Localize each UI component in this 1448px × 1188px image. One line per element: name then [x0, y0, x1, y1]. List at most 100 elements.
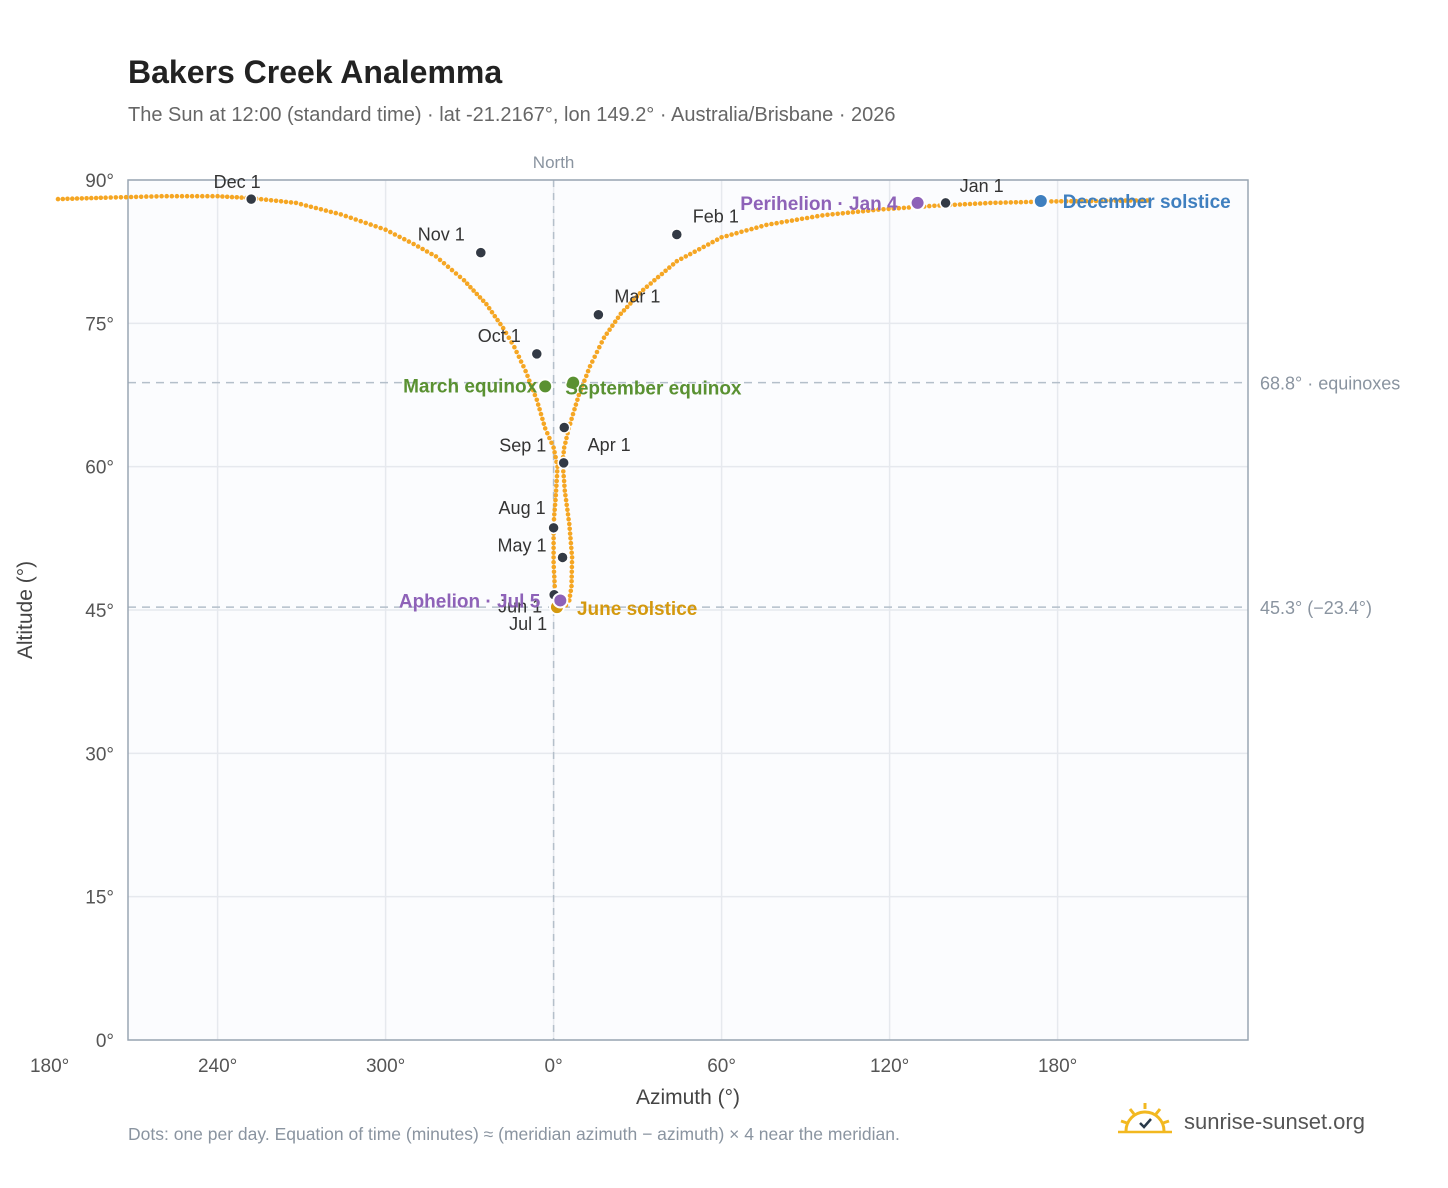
- day-dot: [578, 387, 583, 393]
- day-dot: [562, 488, 568, 493]
- y-tick-label: 15°: [85, 888, 114, 909]
- day-dot: [569, 416, 574, 422]
- day-dot: [564, 435, 569, 441]
- day-dot: [563, 493, 568, 498]
- day-dot: [569, 574, 574, 579]
- page-subtitle: The Sun at 12:00 (standard time) · lat -…: [128, 104, 896, 126]
- day-dot: [89, 195, 94, 201]
- day-dot: [569, 569, 575, 575]
- day-dot: [484, 301, 489, 307]
- day-dot: [552, 583, 557, 589]
- day-dot: [429, 251, 434, 257]
- analemma-path: [55, 193, 1150, 610]
- month-marker: [670, 228, 684, 241]
- x-tick-label: 240°: [198, 1056, 237, 1077]
- day-dot: [103, 195, 108, 200]
- day-dot: [283, 199, 289, 205]
- day-dot: [169, 193, 175, 199]
- event-label: Aphelion · Jul 5: [399, 591, 541, 612]
- day-dot: [615, 315, 621, 321]
- day-dot: [597, 344, 602, 350]
- day-dot: [563, 440, 568, 446]
- day-dot: [518, 359, 524, 364]
- day-dot: [601, 335, 607, 341]
- day-dot: [683, 254, 689, 259]
- month-marker: [592, 308, 605, 321]
- day-dot: [551, 559, 556, 565]
- day-dot: [739, 229, 744, 235]
- day-dot: [258, 196, 264, 202]
- brand[interactable]: sunrise-sunset.org: [1118, 1100, 1365, 1144]
- day-dot: [1064, 199, 1069, 204]
- day-dot: [1139, 198, 1144, 203]
- day-dot: [582, 378, 587, 384]
- day-dot: [159, 193, 164, 199]
- day-dot: [749, 226, 754, 232]
- day-dot: [549, 440, 554, 446]
- day-dot: [551, 545, 556, 551]
- day-dot: [70, 196, 75, 201]
- day-dot: [840, 211, 846, 216]
- day-dot: [585, 368, 591, 374]
- day-dot: [234, 195, 240, 200]
- day-dot: [525, 373, 530, 379]
- day-dot: [392, 232, 398, 237]
- day-dot: [901, 205, 907, 211]
- day-dot: [607, 327, 612, 333]
- north-label: North: [533, 153, 575, 172]
- day-dot: [273, 198, 279, 204]
- day-dot: [637, 291, 643, 296]
- day-dot: [210, 193, 215, 199]
- day-dot: [612, 319, 618, 325]
- day-dot: [784, 219, 790, 224]
- y-axis-label: Altitude (°): [14, 561, 37, 659]
- day-dot: [437, 257, 443, 263]
- day-dot: [634, 294, 640, 300]
- day-dot: [79, 196, 85, 201]
- day-dot: [84, 196, 89, 201]
- day-dot: [189, 193, 195, 199]
- day-dot: [710, 239, 715, 245]
- day-dot: [415, 244, 421, 249]
- day-dot: [551, 555, 556, 560]
- day-dot: [402, 236, 407, 242]
- day-dot: [1059, 199, 1064, 204]
- day-dot: [318, 207, 324, 212]
- event-label: Perihelion · Jan 4: [740, 194, 898, 215]
- day-dot: [239, 195, 244, 200]
- day-dot: [551, 516, 557, 522]
- day-dot: [164, 193, 169, 199]
- day-dot: [268, 198, 274, 203]
- day-dot: [553, 488, 559, 493]
- day-dot: [977, 201, 983, 206]
- day-dot: [983, 200, 988, 206]
- reference-line-label: 68.8° · equinoxes: [1260, 374, 1400, 394]
- day-dot: [554, 483, 559, 489]
- day-dot: [825, 212, 830, 218]
- day-dot: [480, 298, 486, 304]
- day-dot: [569, 579, 574, 584]
- day-dot: [554, 469, 560, 474]
- day-dot: [1098, 198, 1104, 204]
- day-dot: [1003, 200, 1008, 205]
- day-dot: [809, 214, 815, 220]
- day-dot: [679, 256, 684, 262]
- day-dot: [551, 536, 556, 541]
- month-label: Apr 1: [588, 435, 631, 455]
- page-title: Bakers Creek Analemma: [128, 54, 503, 90]
- day-dot: [575, 397, 580, 403]
- month-label: May 1: [498, 535, 547, 555]
- day-dot: [303, 203, 309, 208]
- day-dot: [701, 244, 706, 250]
- day-dot: [719, 235, 724, 240]
- x-tick-label: 0°: [545, 1056, 563, 1077]
- day-dot: [138, 194, 144, 200]
- day-dot: [343, 213, 349, 219]
- day-dot: [590, 359, 595, 364]
- day-dot: [972, 201, 978, 206]
- day-dot: [535, 402, 541, 407]
- day-dot: [1028, 199, 1034, 205]
- day-dot: [1023, 199, 1029, 205]
